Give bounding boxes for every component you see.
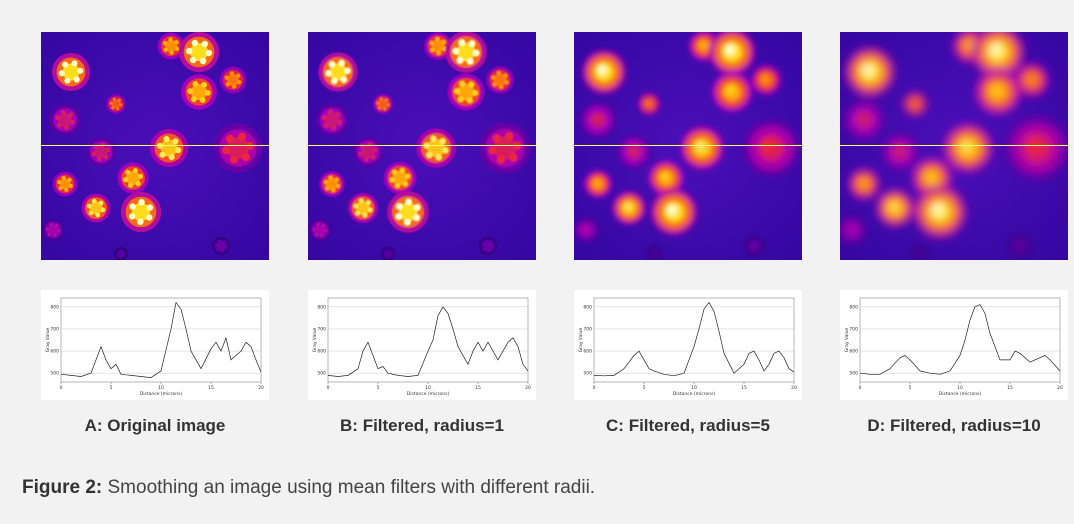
- y-axis-label: Gray Value: [45, 327, 51, 352]
- plot-frame: [859, 297, 1061, 383]
- x-tick-label: 20: [525, 385, 531, 391]
- profile-series-line: [327, 306, 529, 377]
- y-tick-label: 500: [849, 371, 858, 377]
- y-tick-label: 700: [583, 326, 592, 332]
- profile-chart: 500 600 700 800 0 5 10 15 20 Distance (microns) Gr…: [45, 297, 264, 397]
- x-tick-label: 10: [691, 385, 697, 391]
- figure-caption: Figure 2: Smoothing an image using mean …: [22, 477, 595, 499]
- y-axis-label: Gray Value: [844, 327, 850, 352]
- profile-chart: 500 600 700 800 0 5 10 15 20 Distance (microns) Gr…: [312, 297, 531, 397]
- x-tick-label: 5: [110, 385, 113, 391]
- profile-series-line: [593, 302, 795, 377]
- y-tick-label: 600: [317, 349, 326, 355]
- fluorescence-image: [574, 32, 802, 260]
- profile-chart: 500 600 700 800 0 5 10 15 20 Distance (microns) Gr…: [578, 297, 797, 397]
- y-tick-label: 600: [583, 349, 592, 355]
- x-tick-label: 15: [1007, 385, 1013, 391]
- x-tick-label: 10: [957, 385, 963, 391]
- caption-prefix: Figure 2:: [22, 477, 103, 498]
- y-tick-label: 500: [50, 371, 59, 377]
- x-axis-label: Distance (microns): [939, 391, 982, 397]
- plot-frame: [593, 297, 795, 383]
- x-tick-label: 5: [909, 385, 912, 391]
- y-axis-label: Gray Value: [578, 327, 584, 352]
- x-tick-label: 0: [60, 385, 63, 391]
- panel-label: A: Original image: [84, 416, 226, 435]
- x-tick-label: 5: [377, 385, 380, 391]
- x-axis-label: Distance (microns): [140, 391, 183, 397]
- x-axis-label: Distance (microns): [407, 391, 450, 397]
- x-tick-label: 0: [859, 385, 862, 391]
- y-tick-label: 800: [583, 304, 592, 310]
- y-axis-label: Gray Value: [312, 327, 318, 352]
- plot-frame: [327, 297, 529, 383]
- profile-series-line: [859, 304, 1061, 375]
- y-tick-label: 700: [849, 326, 858, 332]
- y-tick-label: 700: [50, 326, 59, 332]
- intensity-profile-plot: 500 600 700 800 0 5 10 15 20 Distance (microns) Gr…: [41, 290, 269, 400]
- intensity-profile-plot: 500 600 700 800 0 5 10 15 20 Distance (microns) Gr…: [574, 290, 802, 400]
- x-tick-label: 10: [425, 385, 431, 391]
- intensity-profile-plot: 500 600 700 800 0 5 10 15 20 Distance (microns) Gr…: [840, 290, 1068, 400]
- y-tick-label: 800: [50, 304, 59, 310]
- profile-series-line: [60, 302, 262, 378]
- y-tick-label: 600: [50, 349, 59, 355]
- x-tick-label: 15: [475, 385, 481, 391]
- panel-label: C: Filtered, radius=5: [606, 416, 770, 435]
- x-tick-label: 20: [258, 385, 264, 391]
- x-tick-label: 20: [791, 385, 797, 391]
- plot-frame: [60, 297, 262, 383]
- y-tick-label: 800: [317, 304, 326, 310]
- profile-chart: 500 600 700 800 0 5 10 15 20 Distance (microns) Gr…: [844, 297, 1063, 397]
- x-tick-label: 20: [1057, 385, 1063, 391]
- x-tick-label: 15: [208, 385, 214, 391]
- x-tick-label: 15: [741, 385, 747, 391]
- y-tick-label: 700: [317, 326, 326, 332]
- fluorescence-image: [41, 32, 269, 260]
- fluorescence-image: [308, 32, 536, 260]
- x-tick-label: 0: [593, 385, 596, 391]
- intensity-profile-plot: 500 600 700 800 0 5 10 15 20 Distance (microns) Gr…: [308, 290, 536, 400]
- x-tick-label: 0: [327, 385, 330, 391]
- y-tick-label: 500: [583, 371, 592, 377]
- y-tick-label: 500: [317, 371, 326, 377]
- x-tick-label: 5: [643, 385, 646, 391]
- panel-label: D: Filtered, radius=10: [867, 416, 1041, 435]
- y-tick-label: 600: [849, 349, 858, 355]
- caption-text: Smoothing an image using mean filters wi…: [102, 477, 596, 498]
- fluorescence-image: [840, 32, 1068, 260]
- x-axis-label: Distance (microns): [673, 391, 716, 397]
- x-tick-label: 10: [158, 385, 164, 391]
- y-tick-label: 800: [849, 304, 858, 310]
- panel-label: B: Filtered, radius=1: [340, 416, 504, 435]
